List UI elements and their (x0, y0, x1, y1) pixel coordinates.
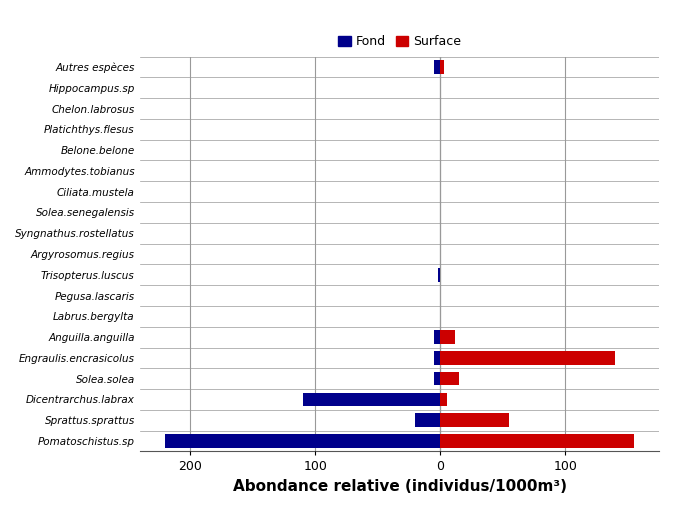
Bar (303, 393, 440, 406)
Bar (440, 434, 634, 448)
Bar (165, 434, 440, 448)
Bar (438, 268, 440, 281)
Bar (434, 351, 440, 364)
Bar (434, 372, 440, 385)
Bar (440, 351, 615, 364)
Bar (440, 393, 446, 406)
Bar (440, 60, 444, 74)
Bar (434, 330, 440, 344)
Bar (434, 60, 440, 74)
Bar (415, 413, 440, 427)
Bar (440, 413, 509, 427)
Legend: Fond, Surface: Fond, Surface (338, 35, 461, 48)
X-axis label: Abondance relative (individus/1000m³): Abondance relative (individus/1000m³) (233, 479, 567, 494)
Bar (440, 372, 459, 385)
Bar (440, 330, 455, 344)
